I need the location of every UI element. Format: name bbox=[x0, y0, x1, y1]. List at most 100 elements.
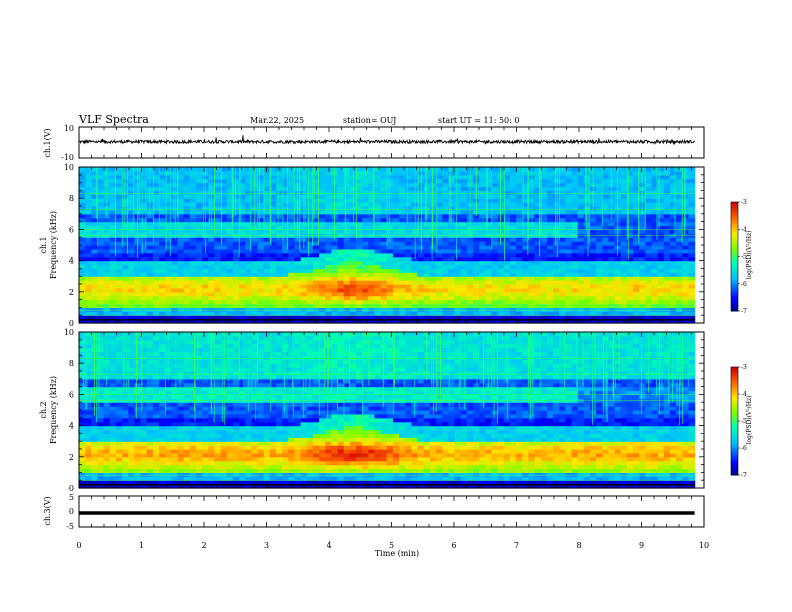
spectrogram-cell bbox=[115, 237, 123, 242]
spectrogram-cell bbox=[134, 449, 142, 454]
spectrogram-cell bbox=[152, 413, 160, 419]
spectrogram-cell bbox=[676, 307, 683, 312]
spectrogram-cell bbox=[368, 268, 376, 273]
spectrogram-cell bbox=[583, 190, 591, 195]
spectrogram-cell bbox=[399, 170, 406, 176]
spectrogram-cell bbox=[189, 295, 197, 301]
spectrogram-cell bbox=[109, 284, 117, 289]
spectrogram-cell bbox=[663, 268, 671, 273]
spectrogram-cell bbox=[152, 268, 160, 273]
spectrogram-cell bbox=[356, 190, 363, 195]
spectrogram-cell bbox=[602, 213, 610, 219]
spectrogram-cell bbox=[312, 245, 320, 250]
spectrogram-cell bbox=[479, 272, 486, 277]
spectrogram-cell bbox=[460, 248, 468, 254]
spectrogram-cell bbox=[503, 287, 511, 293]
spectrogram-cell bbox=[337, 217, 345, 223]
spectrogram-cell bbox=[651, 174, 659, 180]
spectrogram-cell bbox=[109, 198, 117, 203]
spectrogram-cell bbox=[386, 241, 394, 246]
spectrogram-cell bbox=[79, 394, 86, 399]
spectrogram-cell bbox=[602, 311, 610, 316]
spectrogram-cell bbox=[639, 295, 646, 301]
spectrogram-cell bbox=[159, 425, 166, 431]
spectrogram-cell bbox=[577, 198, 585, 203]
spectrogram-cell bbox=[97, 406, 105, 411]
spectrogram-cell bbox=[122, 351, 129, 356]
spectrogram-cell bbox=[152, 198, 160, 203]
spectrogram-cell bbox=[565, 190, 573, 195]
spectrogram-cell bbox=[589, 252, 597, 258]
spectrogram-cell bbox=[343, 256, 351, 262]
spectrogram-cell bbox=[122, 206, 129, 211]
spectrogram-cell bbox=[657, 209, 665, 215]
spectrogram-cell bbox=[134, 433, 142, 438]
spectrogram-cell bbox=[546, 241, 554, 246]
spectrogram-cell bbox=[688, 221, 696, 227]
spectrogram-cell bbox=[682, 252, 690, 258]
spectrogram-cell bbox=[509, 276, 517, 281]
spectrogram-cell bbox=[288, 295, 296, 301]
spectrogram-cell bbox=[429, 287, 437, 293]
spectrogram-cell bbox=[183, 167, 191, 172]
spectrogram-cell bbox=[85, 202, 92, 207]
spectrogram-cell bbox=[559, 190, 566, 195]
spectrogram-cell bbox=[183, 268, 191, 273]
spectrogram-cell bbox=[651, 260, 659, 266]
spectrogram-cell bbox=[140, 198, 148, 203]
spectrogram-cell bbox=[657, 315, 665, 320]
spectrogram-cell bbox=[189, 319, 197, 324]
spectrogram-cell bbox=[454, 311, 462, 316]
spectrogram-cell bbox=[306, 174, 314, 180]
spectrogram-cell bbox=[122, 433, 129, 438]
spectrogram-cell bbox=[128, 343, 136, 349]
spectrogram-cell bbox=[559, 225, 566, 230]
spectrogram-cell bbox=[448, 225, 456, 230]
spectrogram-cell bbox=[546, 190, 554, 195]
spectrogram-cell bbox=[448, 284, 456, 289]
spectrogram-cell bbox=[583, 182, 591, 188]
spectrogram-cell bbox=[460, 264, 468, 269]
spectrogram-cell bbox=[97, 170, 105, 176]
spectrogram-cell bbox=[633, 264, 640, 269]
spectrogram-cell bbox=[85, 472, 92, 477]
spectrogram-cell bbox=[152, 315, 160, 320]
spectrogram-cell bbox=[319, 272, 326, 277]
spectrogram-cell bbox=[362, 221, 369, 227]
spectrogram-cell bbox=[516, 319, 523, 324]
spectrogram-cell bbox=[392, 284, 400, 289]
spectrogram-cell bbox=[159, 484, 166, 489]
spectrogram-cell bbox=[596, 213, 603, 219]
spectrogram-cell bbox=[688, 217, 696, 223]
spectrogram-cell bbox=[91, 307, 99, 312]
spectrogram-cell bbox=[146, 382, 154, 388]
spectrogram-cell bbox=[122, 460, 129, 466]
spectrogram-cell bbox=[91, 182, 99, 188]
spectrogram-cell bbox=[509, 182, 517, 188]
spectrogram-cell bbox=[214, 268, 222, 273]
spectrogram-cell bbox=[183, 295, 191, 301]
spectrogram-cell bbox=[263, 311, 271, 316]
spectrogram-cell bbox=[399, 241, 406, 246]
spectrogram-cell bbox=[288, 268, 296, 273]
spectrogram-cell bbox=[97, 371, 105, 376]
spectrogram-cell bbox=[146, 241, 154, 246]
spectrogram-cell bbox=[103, 464, 111, 470]
spectrogram-cell bbox=[583, 280, 591, 285]
spectrogram-cell bbox=[663, 206, 671, 211]
spectrogram-cell bbox=[670, 260, 677, 266]
spectrogram-cell bbox=[312, 291, 320, 297]
spectrogram-cell bbox=[122, 476, 129, 481]
spectrogram-cell bbox=[620, 213, 628, 219]
spectrogram-cell bbox=[97, 437, 105, 442]
spectrogram-cell bbox=[356, 311, 363, 316]
spectrogram-cell bbox=[608, 260, 616, 266]
spectrogram-cell bbox=[251, 319, 259, 324]
spectrogram-cell bbox=[639, 194, 646, 199]
spectrogram-cell bbox=[429, 198, 437, 203]
spectrogram-cell bbox=[140, 167, 148, 172]
spectrogram-cell bbox=[608, 319, 616, 324]
spectrogram-cell bbox=[436, 186, 443, 191]
spectrogram-cell bbox=[97, 315, 105, 320]
spectrogram-cell bbox=[128, 194, 136, 199]
